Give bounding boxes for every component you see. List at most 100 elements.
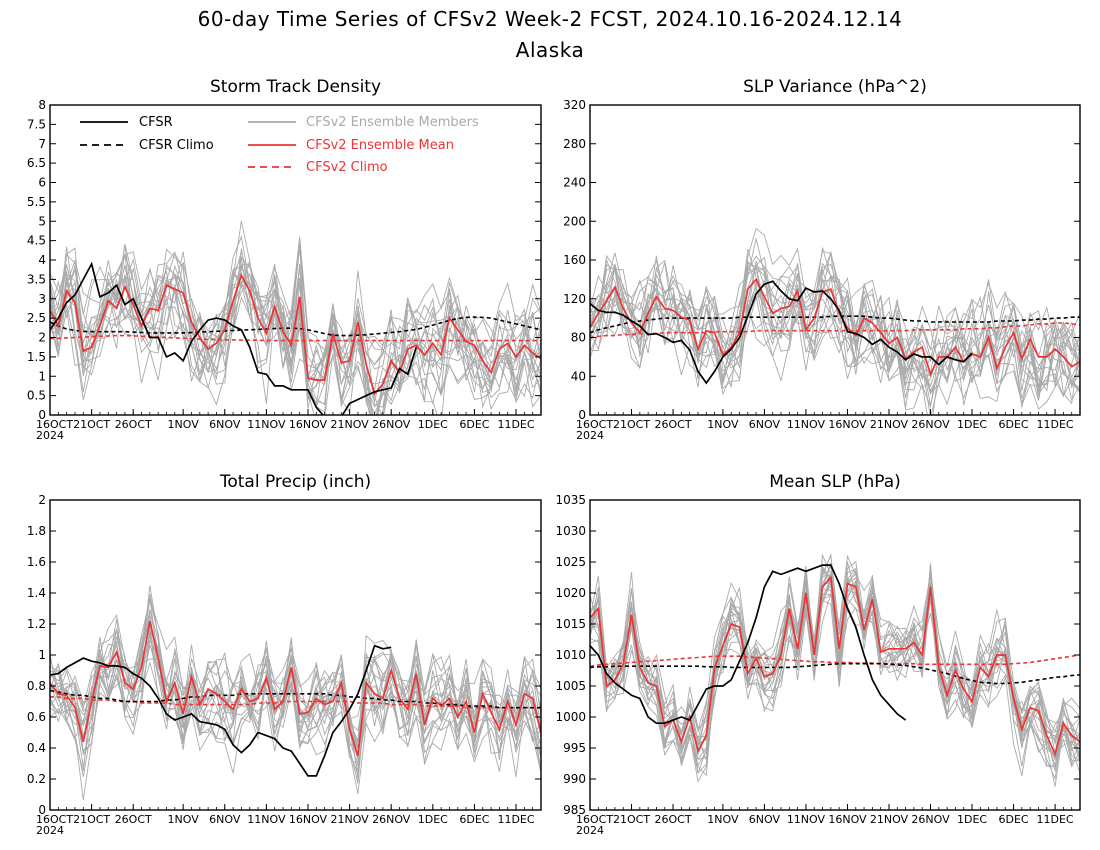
storm-track-density-xtick-label: 1NOV xyxy=(168,418,200,431)
total-precip-ytick-label: 0.6 xyxy=(27,710,46,724)
storm-track-density-cfsv2-ensemble-mean-line xyxy=(50,273,541,396)
total-precip-xtick-label: 11NOV xyxy=(247,813,286,826)
total-precip-cfsr-line xyxy=(50,644,392,777)
slp-variance-member-line xyxy=(590,250,1080,390)
slp-variance-cfsr-climo-line xyxy=(590,315,1080,334)
total-precip-member-line xyxy=(50,619,541,772)
mean-slp-ytick-label: 985 xyxy=(563,803,586,817)
mean-slp-ytick-label: 1010 xyxy=(555,648,586,662)
slp-variance-xtick-label: 6DEC xyxy=(999,418,1029,431)
mean-slp-title: Mean SLP (hPa) xyxy=(769,472,901,492)
mean-slp-xtick-label: 26NOV xyxy=(911,813,950,826)
storm-track-density-xtick-label: 21OCT xyxy=(73,418,110,431)
mean-slp-xtick-label: 2024 xyxy=(576,824,604,837)
mean-slp-cfsv2-climo-line xyxy=(590,654,1080,667)
slp-variance-cfsr-line xyxy=(590,280,973,385)
total-precip-member-line xyxy=(50,628,541,777)
storm-track-density-panel: Storm Track Density 0 0.5 1 1.5 2 2.5 3 3.5 4 4.5 5… xyxy=(27,77,542,442)
storm-track-density-cfsv2-climo-line xyxy=(50,334,541,342)
storm-track-density-ytick-label: 7 xyxy=(38,137,46,151)
slp-variance-ytick-label: 280 xyxy=(563,137,586,151)
mean-slp-xtick-label: 16OCT xyxy=(576,813,613,826)
legend-label-mean: CFSv2 Ensemble Mean xyxy=(306,138,454,153)
slp-variance-xtick-label: 1NOV xyxy=(707,418,739,431)
slp-variance-member-line xyxy=(590,248,1080,392)
mean-slp-xtick-label: 11DEC xyxy=(1037,813,1074,826)
total-precip-ytick-label: 1.4 xyxy=(27,586,46,600)
storm-track-density-ytick-label: 4 xyxy=(38,253,46,267)
mean-slp-ensemble-members xyxy=(590,553,1080,787)
total-precip-ytick-label: 2 xyxy=(38,493,46,507)
mean-slp-xtick-label: 21OCT xyxy=(613,813,650,826)
total-precip-cfsv2-climo-line xyxy=(50,696,541,709)
mean-slp-ytick-label: 1025 xyxy=(555,555,586,569)
storm-track-density-member-line xyxy=(50,255,541,406)
mean-slp-cfsr-climo-line xyxy=(590,662,1080,685)
slp-variance-xtick-label: 2024 xyxy=(576,429,604,442)
total-precip-xtick-label: 16OCT xyxy=(36,813,73,826)
mean-slp-ytick-label: 990 xyxy=(563,772,586,786)
slp-variance-member-line xyxy=(590,255,1080,393)
mean-slp-xtick-label: 26OCT xyxy=(655,813,692,826)
storm-track-density-ytick-label: 5.5 xyxy=(27,195,46,209)
slp-variance-ytick-label: 40 xyxy=(571,369,586,383)
storm-track-density-xtick-label: 6DEC xyxy=(459,418,489,431)
slp-variance-panel: SLP Variance (hPa^2) 0 40 80 120 160 200 240 280… xyxy=(563,77,1081,442)
storm-track-density-ensemble-members xyxy=(50,220,541,415)
slp-variance-xtick-label: 11DEC xyxy=(1037,418,1074,431)
storm-track-density-xtick-label: 26OCT xyxy=(115,418,152,431)
slp-variance-xtick-label: 26NOV xyxy=(911,418,950,431)
mean-slp-member-line xyxy=(590,577,1080,783)
mean-slp-xtick-label: 6DEC xyxy=(999,813,1029,826)
storm-track-density-xtick-label: 11NOV xyxy=(247,418,286,431)
total-precip-ytick-label: 1.6 xyxy=(27,555,46,569)
slp-variance-member-line xyxy=(590,252,1080,406)
slp-variance-ytick-label: 0 xyxy=(578,408,586,422)
storm-track-density-ytick-label: 6.5 xyxy=(27,156,46,170)
slp-variance-member-line xyxy=(590,265,1080,409)
page-subtitle: Alaska xyxy=(516,38,584,62)
slp-variance-xtick-label: 6NOV xyxy=(749,418,781,431)
storm-track-density-member-line xyxy=(50,245,541,408)
total-precip-ytick-label: 0.4 xyxy=(27,741,46,755)
slp-variance-xtick-label: 16NOV xyxy=(828,418,867,431)
slp-variance-xtick-label: 1DEC xyxy=(957,418,987,431)
mean-slp-ytick-label: 1005 xyxy=(555,679,586,693)
storm-track-density-member-line xyxy=(50,253,541,409)
storm-track-density-member-line xyxy=(50,246,541,415)
storm-track-density-ytick-label: 3 xyxy=(38,292,46,306)
slp-variance-ytick-label: 320 xyxy=(563,98,586,112)
legend: CFSR CFSR Climo CFSv2 Ensemble Members C… xyxy=(80,115,479,175)
mean-slp-member-line xyxy=(590,562,1080,777)
mean-slp-ytick-label: 1035 xyxy=(555,493,586,507)
storm-track-density-xtick-label: 2024 xyxy=(36,429,64,442)
storm-track-density-ytick-label: 2 xyxy=(38,331,46,345)
total-precip-xtick-label: 11DEC xyxy=(497,813,534,826)
slp-variance-member-line xyxy=(590,227,1080,393)
total-precip-xtick-label: 1NOV xyxy=(168,813,200,826)
storm-track-density-cfsr-line xyxy=(50,261,418,415)
mean-slp-xtick-label: 1DEC xyxy=(957,813,987,826)
mean-slp-ytick-label: 1015 xyxy=(555,617,586,631)
total-precip-xtick-label: 1DEC xyxy=(418,813,448,826)
storm-track-density-ytick-label: 1 xyxy=(38,369,46,383)
slp-variance-xtick-label: 11NOV xyxy=(787,418,826,431)
total-precip-xtick-label: 16NOV xyxy=(289,813,328,826)
total-precip-member-line xyxy=(50,613,541,750)
total-precip-ytick-label: 1.8 xyxy=(27,524,46,538)
slp-variance-xtick-label: 26OCT xyxy=(655,418,692,431)
storm-track-density-cfsr-climo-line xyxy=(50,316,541,337)
mean-slp-xtick-label: 16NOV xyxy=(828,813,867,826)
storm-track-density-member-line xyxy=(50,250,541,400)
total-precip-xtick-label: 6NOV xyxy=(209,813,241,826)
total-precip-panel: Total Precip (inch) 0 0.2 0.4 0.6 0.8 1 1.2 1.4 1… xyxy=(27,472,542,837)
slp-variance-xtick-label: 21NOV xyxy=(870,418,909,431)
mean-slp-ytick-label: 1020 xyxy=(555,586,586,600)
legend-label-cfsv2-climo: CFSv2 Climo xyxy=(306,160,388,175)
mean-slp-ytick-label: 1030 xyxy=(555,524,586,538)
slp-variance-xtick-label: 21OCT xyxy=(613,418,650,431)
storm-track-density-ytick-label: 0 xyxy=(38,408,46,422)
slp-variance-cfsv2-climo-line xyxy=(590,322,1080,339)
storm-track-density-ytick-label: 2.5 xyxy=(27,311,46,325)
